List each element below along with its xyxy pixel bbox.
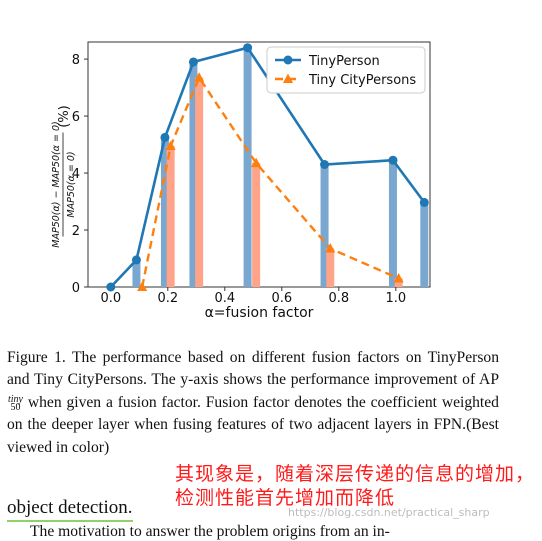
point-tinycitypersons bbox=[393, 272, 404, 283]
ap-superscript: tiny bbox=[8, 393, 23, 405]
point-tinyperson bbox=[188, 57, 198, 67]
line-tinycitypersons bbox=[140, 75, 400, 288]
y-axis-label: MAP50(α) − MAP50(α = 0) MAP50(α = 0) (%) bbox=[51, 105, 77, 247]
y-label-unit: (%) bbox=[57, 105, 72, 128]
bar-tinycitypersons bbox=[252, 163, 261, 287]
bar-tinyperson bbox=[160, 137, 169, 287]
point-tinyperson bbox=[419, 197, 429, 207]
legend-box bbox=[266, 46, 426, 94]
point-tinycitypersons bbox=[165, 140, 176, 150]
ap-subscript: 50 bbox=[10, 401, 21, 413]
point-tinyperson bbox=[243, 43, 253, 53]
bar-tinyperson bbox=[388, 160, 397, 287]
legend-marker-tinyperson bbox=[283, 55, 293, 65]
x-tick-label: 0.6 bbox=[271, 291, 292, 306]
point-tinycitypersons bbox=[137, 281, 148, 291]
bar-tinycitypersons bbox=[166, 145, 175, 287]
x-tick-label: 0.4 bbox=[214, 291, 235, 306]
point-tinyperson bbox=[106, 282, 116, 292]
point-tinyperson bbox=[388, 155, 398, 165]
fusion-factor-chart: 0.0 0.2 0.4 0.6 0.8 1.0 0 2 4 6 8 α=fusion factor MA… bbox=[51, 41, 431, 321]
x-tick-label: 0.2 bbox=[157, 291, 178, 306]
caption-label: Figure 1. bbox=[7, 349, 66, 366]
chinese-annotation: 其现象是，随着深层传递的信息的增加，检测性能首先增加而降低 bbox=[175, 463, 536, 509]
y-label-numerator: MAP50(α) − MAP50(α = 0) bbox=[51, 121, 62, 247]
section-heading: object detection. bbox=[7, 497, 133, 522]
x-axis-label: α=fusion factor bbox=[205, 305, 314, 321]
ap-index: tiny 50 bbox=[8, 393, 23, 413]
bar-tinyperson bbox=[243, 47, 252, 287]
bar-tinycitypersons bbox=[326, 248, 335, 287]
x-tick-label: 0.0 bbox=[100, 291, 121, 306]
bar-tinyperson bbox=[132, 259, 141, 287]
figure-caption: Figure 1. The performance based on diffe… bbox=[7, 347, 499, 459]
legend-marker-tinycitypersons bbox=[283, 73, 293, 83]
bar-tinycitypersons bbox=[195, 77, 204, 287]
point-tinyperson bbox=[131, 255, 141, 265]
x-tick-label: 1.0 bbox=[385, 291, 406, 306]
point-tinyperson bbox=[160, 132, 170, 142]
caption-text-2: when given a fusion factor. Fusion facto… bbox=[7, 393, 499, 456]
y-tick-label: 0 bbox=[72, 281, 80, 296]
legend: TinyPerson Tiny CityPersons bbox=[266, 46, 426, 94]
point-tinycitypersons bbox=[251, 157, 262, 168]
y-tick-label: 8 bbox=[72, 53, 80, 68]
y-tick-label: 2 bbox=[72, 224, 80, 239]
bar-tinyperson bbox=[189, 61, 198, 287]
body-text: The motivation to answer the problem ori… bbox=[30, 523, 390, 540]
watermark: https://blog.csdn.net/practical_sharp bbox=[288, 506, 490, 519]
bar-tinyperson bbox=[420, 202, 429, 287]
point-tinyperson bbox=[320, 160, 330, 169]
bar-tinycitypersons bbox=[394, 278, 403, 287]
point-tinycitypersons bbox=[325, 243, 336, 253]
y-tick-label: 4 bbox=[72, 167, 80, 182]
line-tinyperson bbox=[109, 46, 426, 288]
y-tick-label: 6 bbox=[72, 110, 80, 125]
plot-area: 0.0 0.2 0.4 0.6 0.8 1.0 0 2 4 6 8 α=fusion factor MA… bbox=[51, 41, 431, 321]
caption-text-1: The performance based on different fusio… bbox=[7, 349, 499, 389]
y-label-denominator: MAP50(α = 0) bbox=[66, 151, 77, 217]
legend-label-tinyperson: TinyPerson bbox=[308, 54, 380, 69]
x-tick-label: 0.8 bbox=[328, 291, 349, 306]
bar-tinyperson bbox=[320, 164, 329, 287]
legend-label-tinycitypersons: Tiny CityPersons bbox=[308, 73, 416, 88]
point-tinycitypersons bbox=[194, 72, 205, 82]
